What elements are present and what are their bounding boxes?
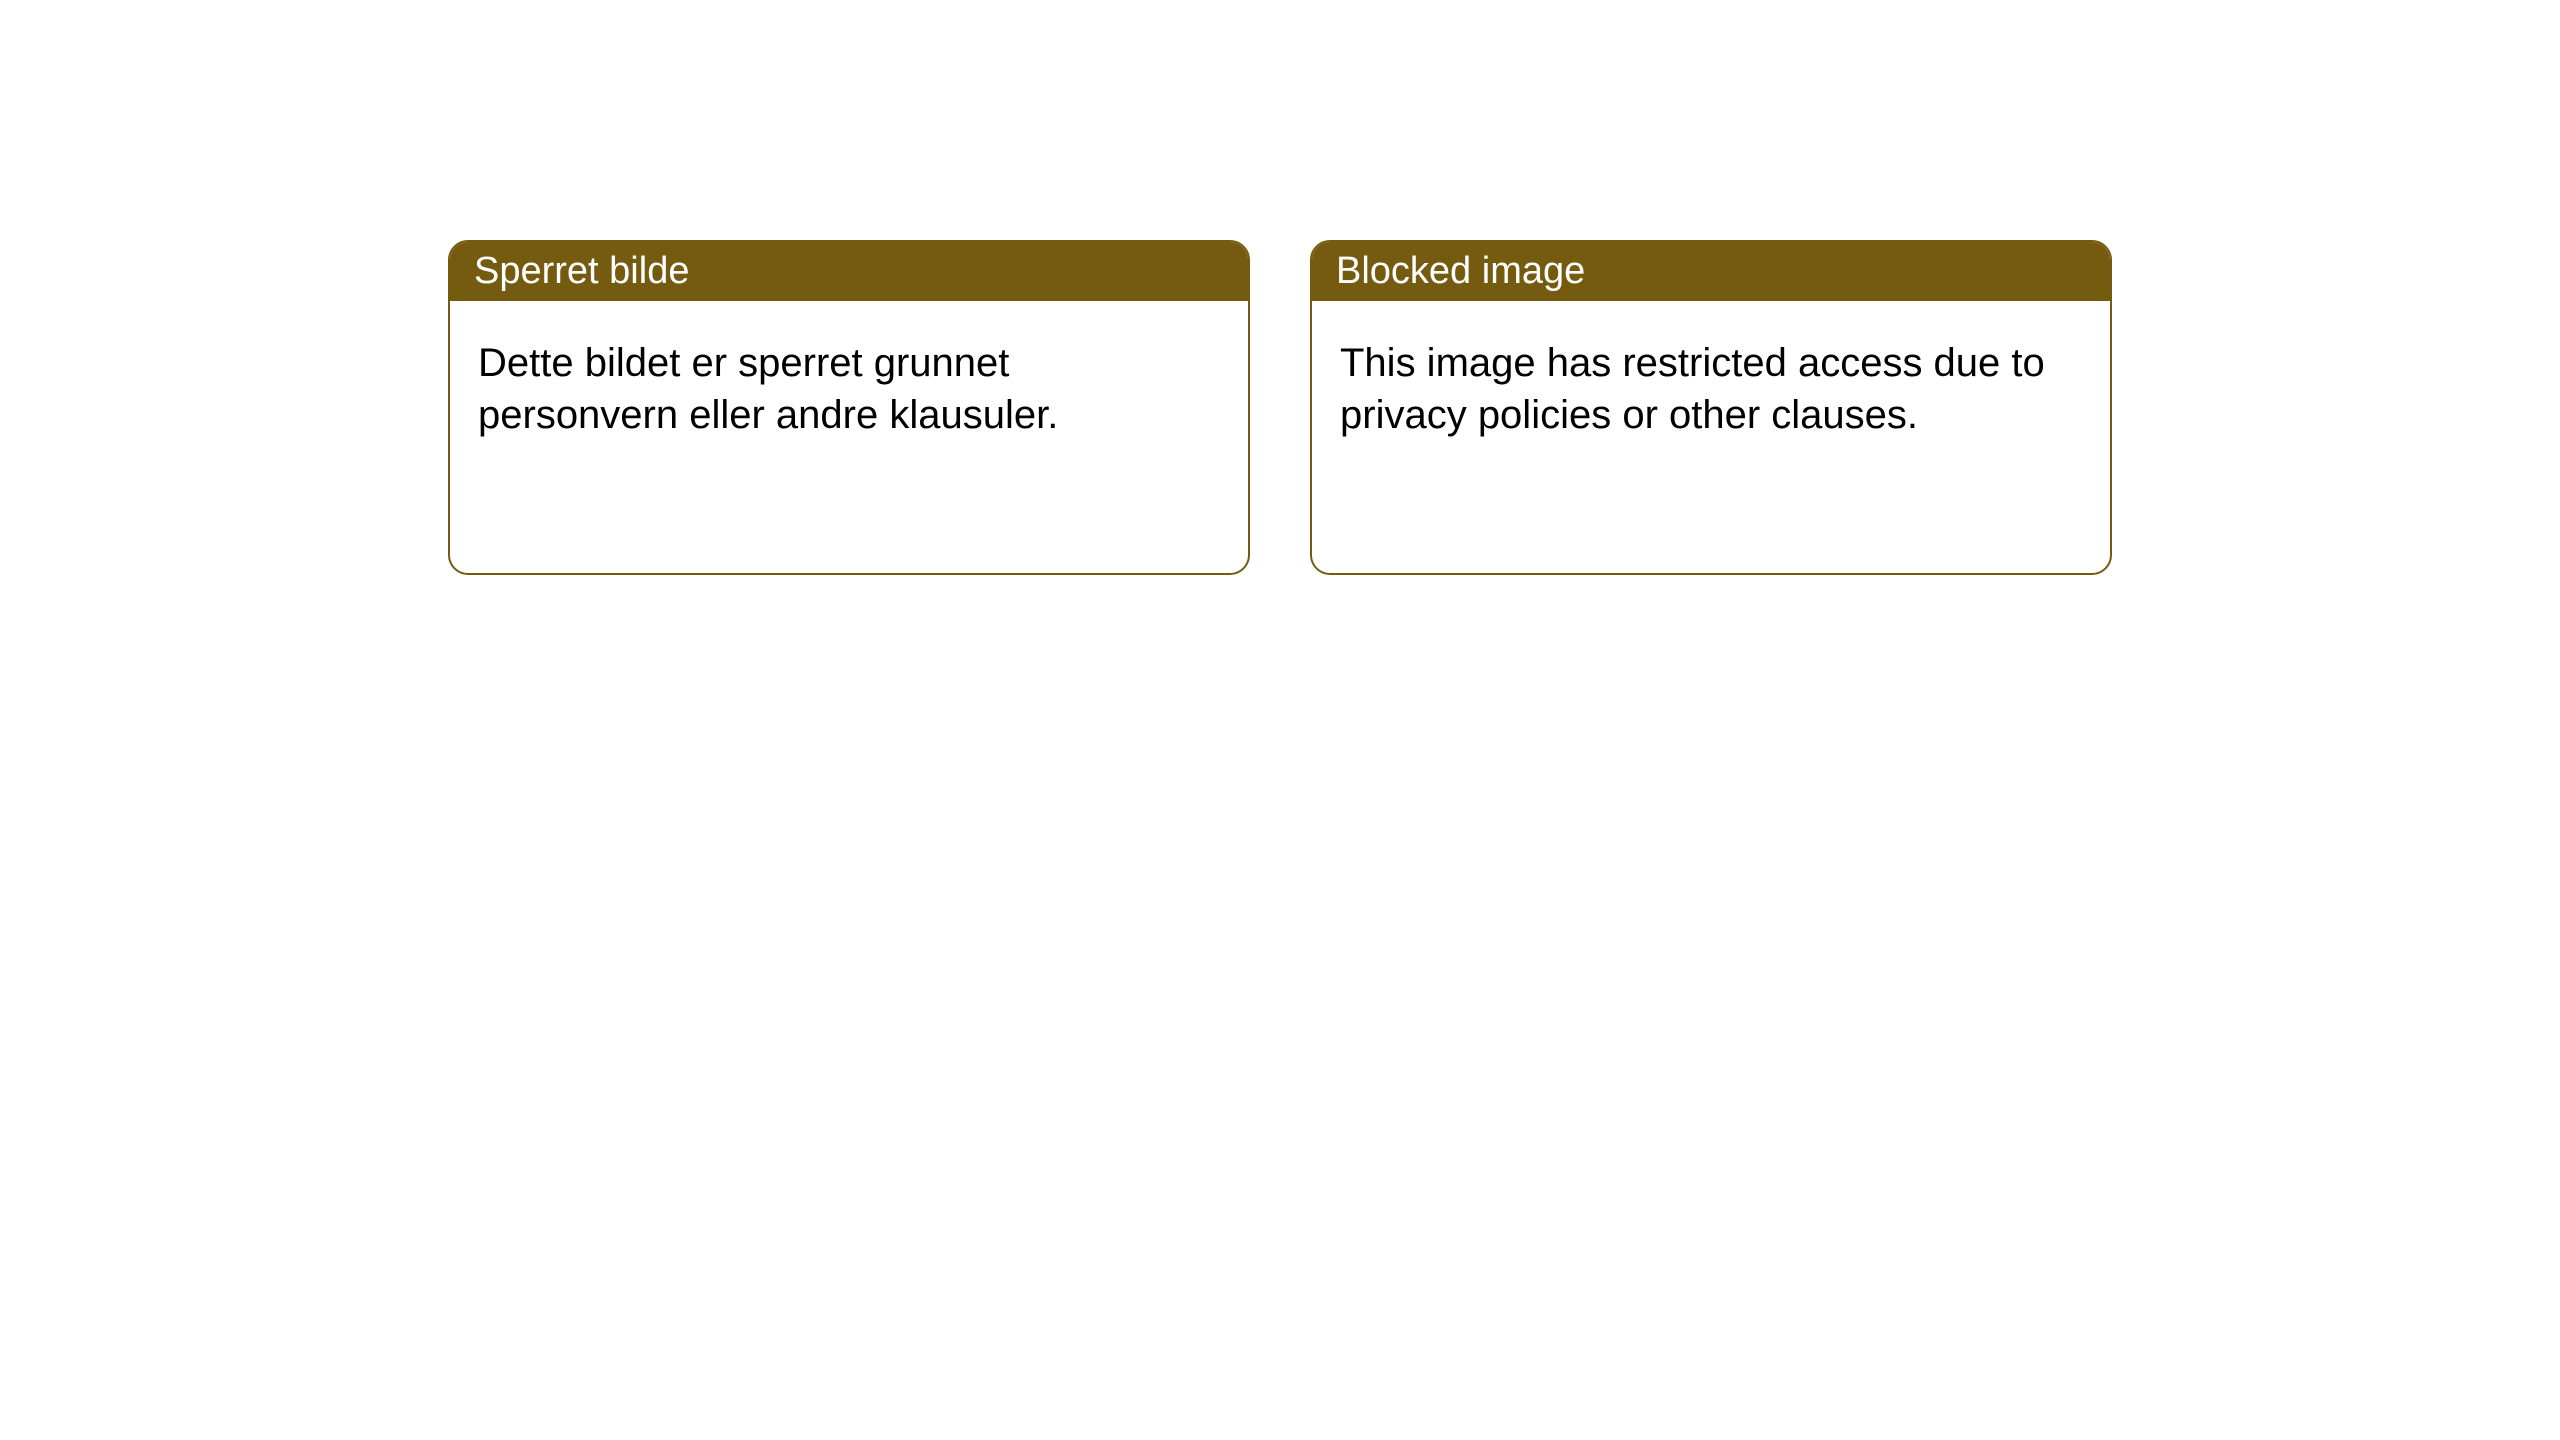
cards-container: Sperret bilde Dette bildet er sperret gr…	[448, 240, 2560, 575]
card-body-norwegian: Dette bildet er sperret grunnet personve…	[450, 301, 1248, 573]
card-header-english: Blocked image	[1312, 242, 2110, 301]
card-header-norwegian: Sperret bilde	[450, 242, 1248, 301]
card-header-text: Sperret bilde	[474, 250, 689, 292]
card-body-english: This image has restricted access due to …	[1312, 301, 2110, 573]
card-english: Blocked image This image has restricted …	[1310, 240, 2112, 575]
card-body-text: This image has restricted access due to …	[1340, 337, 2082, 441]
card-header-text: Blocked image	[1336, 250, 1585, 292]
card-norwegian: Sperret bilde Dette bildet er sperret gr…	[448, 240, 1250, 575]
card-body-text: Dette bildet er sperret grunnet personve…	[478, 337, 1220, 441]
